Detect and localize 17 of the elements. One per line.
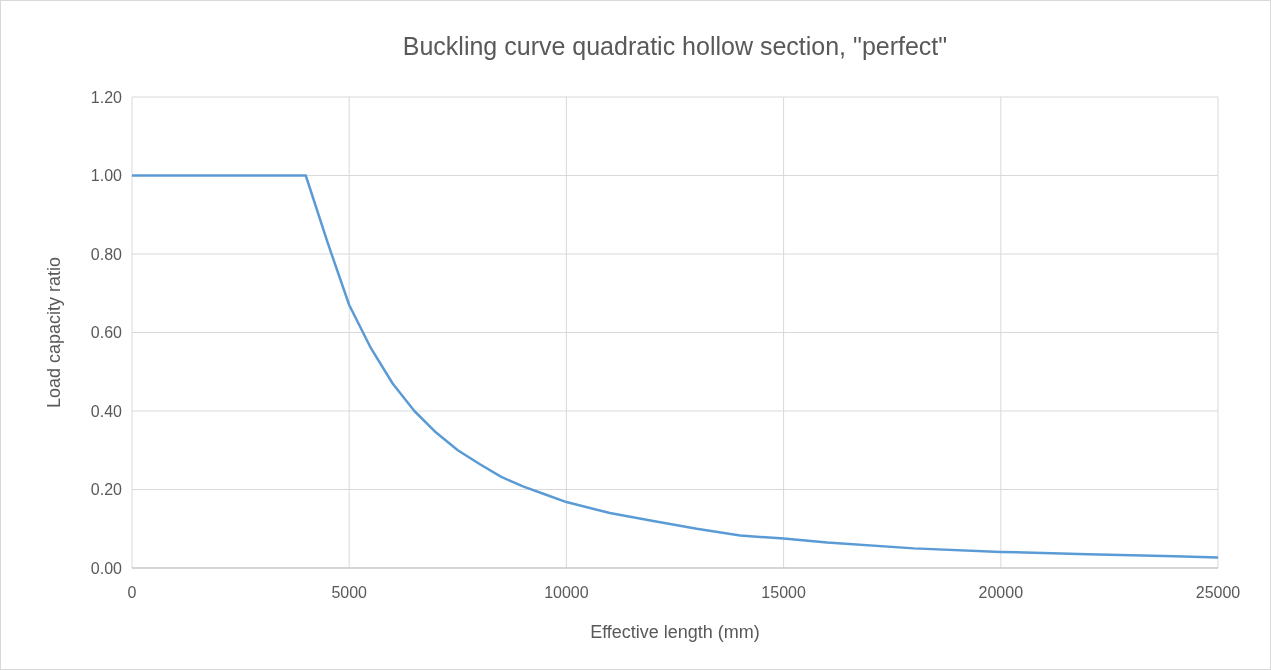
y-tick-label: 1.20: [90, 88, 123, 106]
x-tick-label: 10000: [544, 584, 589, 601]
y-tick-label: 0.40: [90, 402, 123, 420]
x-tick-label: 15000: [761, 584, 806, 601]
x-tick-label: 20000: [978, 584, 1024, 601]
x-tick-label: 0: [127, 584, 137, 601]
x-axis-title: Effective length (mm): [590, 622, 760, 642]
y-tick-label: 0.00: [90, 559, 123, 577]
y-axis-title: Load capacity ratio: [44, 256, 64, 409]
y-tick-label: 0.60: [90, 324, 123, 342]
y-tick-label: 0.20: [90, 481, 123, 499]
chart-title: Buckling curve quadratic hollow section, "perfect": [402, 32, 948, 60]
y-tick-label: 0.80: [90, 245, 123, 263]
x-tick-label: 5000: [331, 584, 368, 601]
x-tick-label: 25000: [1195, 584, 1241, 601]
y-tick-label: 1.00: [90, 167, 123, 185]
line-series: [130, 174, 1220, 559]
